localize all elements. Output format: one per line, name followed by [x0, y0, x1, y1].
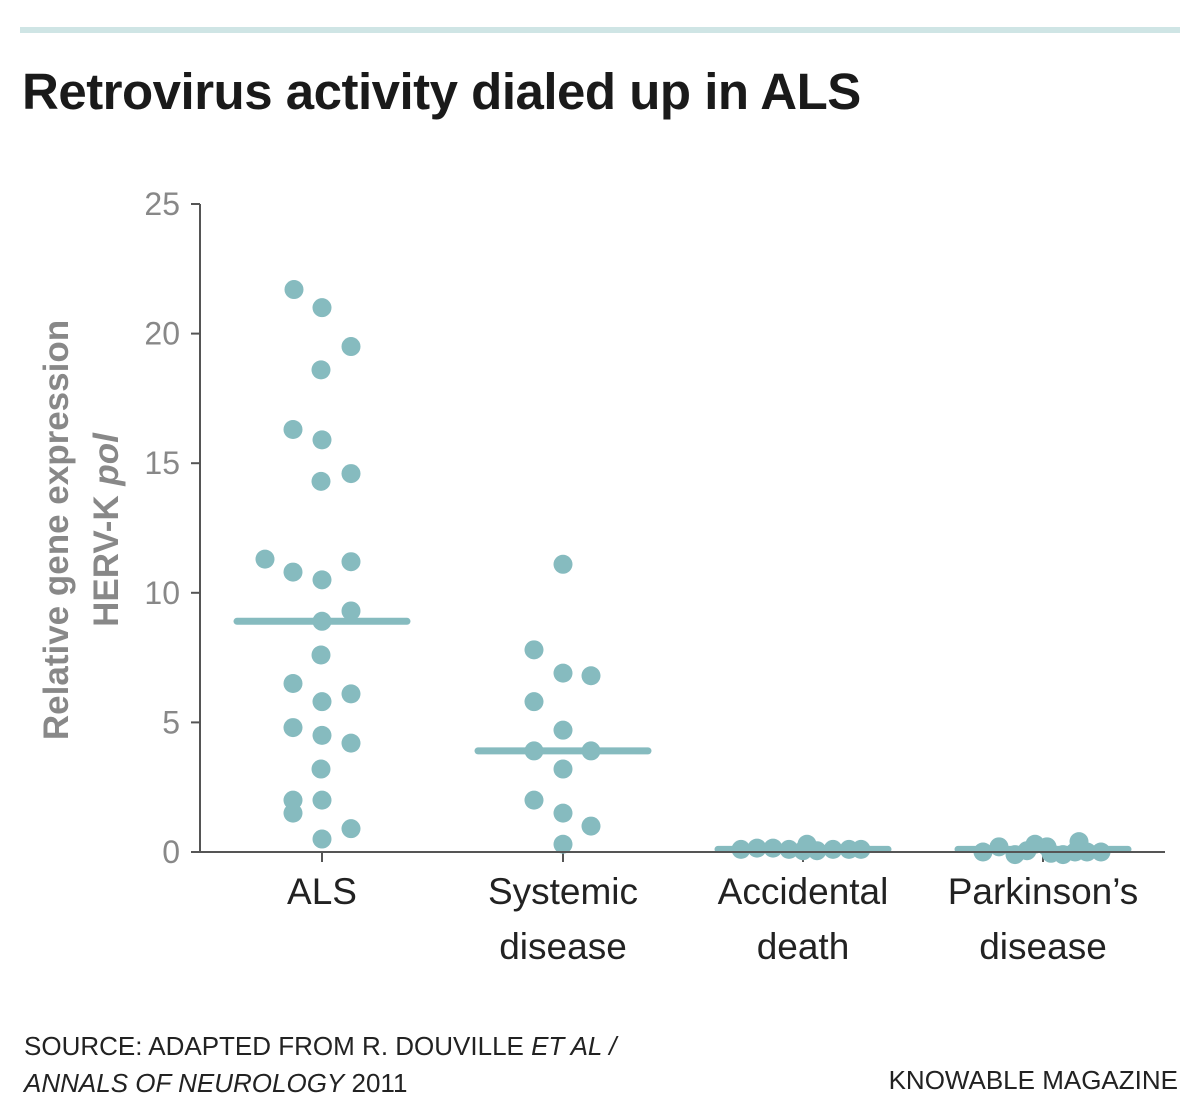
data-point: [553, 663, 573, 683]
data-point: [283, 803, 303, 823]
data-point: [553, 720, 573, 740]
data-point: [311, 360, 331, 380]
source-note: SOURCE: ADAPTED FROM R. DOUVILLE ET AL /…: [24, 1031, 617, 1098]
data-point: [341, 337, 361, 357]
x-category-label: Accidental: [718, 871, 889, 912]
data-point: [553, 803, 573, 823]
y-tick-label: 25: [144, 186, 180, 222]
x-category-label: Systemic: [488, 871, 638, 912]
data-point: [524, 790, 544, 810]
x-category-label: Parkinson’s: [948, 871, 1139, 912]
data-point: [311, 645, 331, 665]
data-point: [312, 298, 332, 318]
y-tick-label: 5: [162, 704, 180, 740]
data-point: [311, 759, 331, 779]
data-point: [255, 549, 275, 569]
data-point: [553, 759, 573, 779]
data-point: [553, 554, 573, 574]
x-category-label: ALS: [287, 871, 357, 912]
data-point: [341, 464, 361, 484]
x-category-label: death: [757, 926, 850, 967]
data-point: [283, 718, 303, 738]
data-point: [312, 790, 332, 810]
y-axis-title: Relative gene expression HERV-K pol: [37, 320, 126, 740]
data-point: [524, 692, 544, 712]
data-point: [341, 733, 361, 753]
data-point: [341, 684, 361, 704]
data-point: [311, 471, 331, 491]
data-point: [312, 829, 332, 849]
x-category-label: disease: [979, 926, 1107, 967]
data-point: [524, 640, 544, 660]
data-point: [283, 562, 303, 582]
x-category-label: disease: [499, 926, 627, 967]
data-point: [581, 816, 601, 836]
y-tick-label: 20: [144, 316, 180, 352]
y-tick-label: 15: [144, 445, 180, 481]
data-point: [284, 280, 304, 300]
y-tick-label: 10: [144, 575, 180, 611]
credit: KNOWABLE MAGAZINE: [888, 1065, 1178, 1095]
data-point: [283, 674, 303, 694]
data-point: [341, 552, 361, 572]
y-axis-title-line2: HERV-K pol: [87, 432, 126, 627]
chart-title: Retrovirus activity dialed up in ALS: [22, 63, 861, 120]
data-point: [312, 430, 332, 450]
y-tick-label: 0: [162, 834, 180, 870]
data-point: [341, 601, 361, 621]
data-point: [283, 420, 303, 440]
data-point: [312, 570, 332, 590]
data-point: [581, 666, 601, 686]
data-point: [312, 725, 332, 745]
data-point: [341, 819, 361, 839]
top-accent-bar: [20, 27, 1180, 33]
data-point: [312, 692, 332, 712]
data-point: [553, 834, 573, 854]
y-axis-title-line1: Relative gene expression: [37, 320, 76, 740]
